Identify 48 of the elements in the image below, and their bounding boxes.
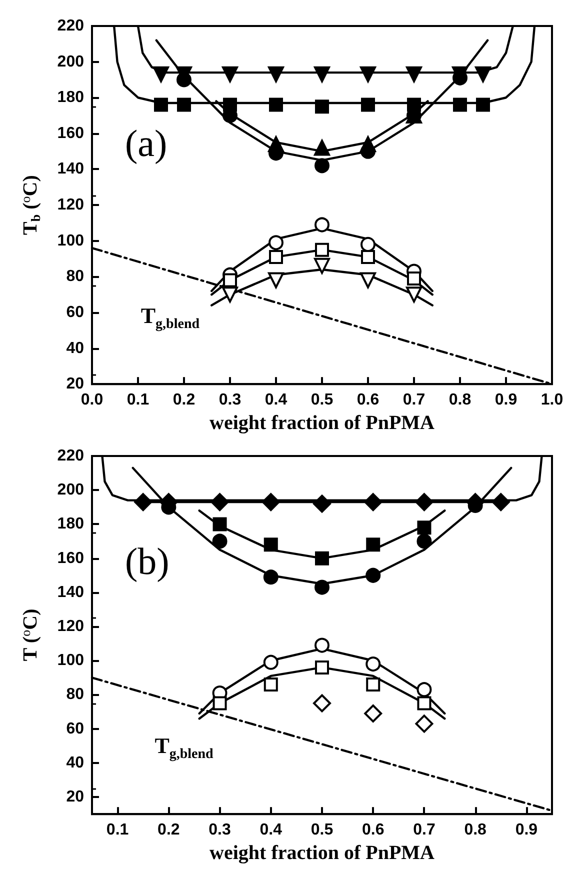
y-tick-label: 40 — [66, 340, 84, 357]
x-tick-label: 0.7 — [402, 392, 426, 409]
x-tick-label: 1.0 — [540, 392, 564, 409]
x-tick-label: 0.4 — [264, 392, 288, 409]
x-tick-label: 0.2 — [172, 392, 196, 409]
x-tick-label: 0.8 — [448, 392, 472, 409]
x-tick-label: 0.8 — [464, 822, 487, 839]
y-tick-label: 80 — [66, 268, 84, 286]
x-tick-label: 0.9 — [494, 392, 518, 409]
y-tick-label: 160 — [57, 124, 84, 142]
y-tick-label: 220 — [57, 18, 84, 34]
y-tick-label: 140 — [57, 160, 84, 178]
x-axis-title: weight fraction of PnPMA — [210, 842, 436, 864]
y-axis-title: Tb (oC) — [18, 175, 43, 235]
y-tick-label: 100 — [57, 652, 84, 670]
y-tick-label: 200 — [57, 53, 84, 70]
y-tick-label: 20 — [66, 376, 84, 393]
y-axis-title: T (oC) — [18, 608, 42, 662]
x-tick-label: 0.5 — [310, 392, 334, 409]
y-tick-label: 200 — [57, 482, 84, 499]
x-tick-label: 0.1 — [126, 392, 150, 409]
text: (a) — [125, 123, 168, 165]
y-tick-label: 20 — [66, 788, 84, 806]
y-tick-label: 120 — [57, 618, 84, 636]
y-tick-label: 40 — [66, 754, 84, 772]
x-tick-label: 0.6 — [362, 822, 384, 839]
y-tick-label: 120 — [57, 196, 84, 214]
text: (b) — [125, 541, 170, 583]
y-tick-label: 60 — [66, 720, 84, 738]
x-tick-label: 0.0 — [80, 392, 104, 409]
y-tick-label: 180 — [57, 516, 84, 533]
y-tick-label: 220 — [57, 448, 84, 464]
x-axis-title: weight fraction of PnPMA — [210, 412, 436, 434]
x-tick-label: 0.9 — [515, 822, 538, 839]
x-tick-label: 0.3 — [218, 392, 242, 409]
x-tick-label: 0.5 — [310, 822, 334, 839]
y-tick-label: 60 — [66, 304, 84, 321]
x-tick-label: 0.2 — [158, 822, 180, 839]
y-tick-label: 140 — [57, 584, 84, 601]
x-tick-label: 0.6 — [356, 392, 380, 409]
x-tick-label: 0.1 — [106, 822, 129, 839]
x-tick-label: 0.4 — [260, 822, 282, 839]
y-tick-label: 160 — [57, 550, 84, 567]
y-tick-label: 100 — [57, 232, 84, 250]
y-tick-label: 80 — [66, 686, 84, 704]
x-tick-label: 0.7 — [413, 822, 436, 839]
y-tick-label: 180 — [57, 89, 84, 106]
x-tick-label: 0.3 — [208, 822, 231, 839]
